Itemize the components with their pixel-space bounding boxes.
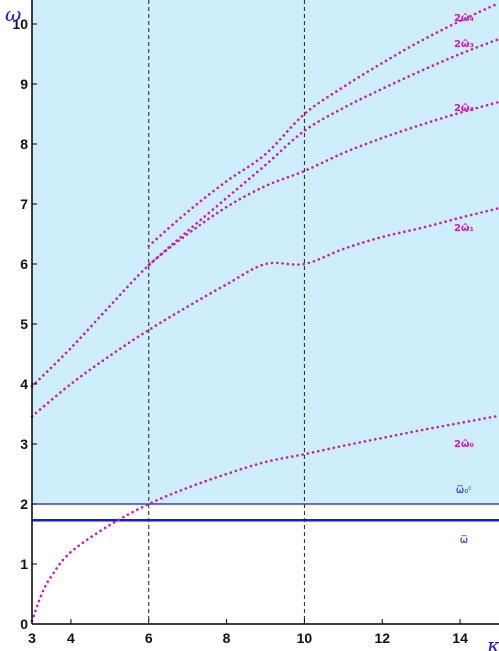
x-tick-label: 10 [297, 630, 313, 646]
y-tick-label: 8 [20, 136, 28, 152]
series-curve-4 [147, 1, 499, 248]
x-tick-label: 12 [374, 630, 390, 646]
y-tick-label: 0 [20, 616, 28, 632]
axes [31, 0, 499, 625]
y-tick-label: 2 [20, 496, 28, 512]
y-tick-label: 3 [20, 436, 28, 452]
series-curve-2 [30, 100, 499, 388]
hline-label: ω̅₀ᶜ [456, 485, 472, 496]
curve-label: 2ω̂₂ [454, 102, 474, 114]
series-curves [30, 1, 499, 623]
x-tick-label: 4 [67, 630, 75, 646]
x-tick-label: 8 [223, 630, 231, 646]
curve-label: 2ω̂₃ [454, 38, 474, 50]
curve-label: 2ω̂₀ [454, 438, 474, 450]
curve-label: 2ω̂₄ [454, 12, 474, 24]
curve-label: 2ω̂₁ [454, 222, 474, 234]
y-tick-label: 6 [20, 256, 28, 272]
x-tick-labels: 3 4 6 8 10 12 14 [28, 619, 468, 646]
y-tick-label: 5 [20, 316, 28, 332]
series-curve-1 [30, 206, 499, 418]
x-axis-label: κ [486, 633, 499, 651]
hline-label: ω̅ [460, 535, 468, 546]
y-tick-label: 9 [20, 76, 28, 92]
series-curve-0 [30, 414, 499, 623]
y-tick-label: 10 [12, 16, 28, 32]
shaded-region [32, 0, 499, 504]
curve-labels: 2ω̂₄ 2ω̂₃ 2ω̂₂ 2ω̂₁ 2ω̂₀ ω̅₀ᶜ ω̅ [454, 12, 474, 546]
series-curve-3 [147, 37, 499, 267]
y-tick-labels: 0 1 2 3 4 5 6 7 8 9 10 [12, 16, 37, 632]
x-tick-label: 14 [452, 630, 468, 646]
y-tick-label: 7 [20, 196, 28, 212]
y-axis-label: ω [5, 2, 21, 26]
horizontal-lines [32, 503, 499, 522]
y-tick-label: 4 [20, 376, 28, 392]
y-tick-label: 1 [20, 556, 28, 572]
x-tick-label: 6 [145, 630, 153, 646]
x-tick-label: 3 [28, 630, 36, 646]
